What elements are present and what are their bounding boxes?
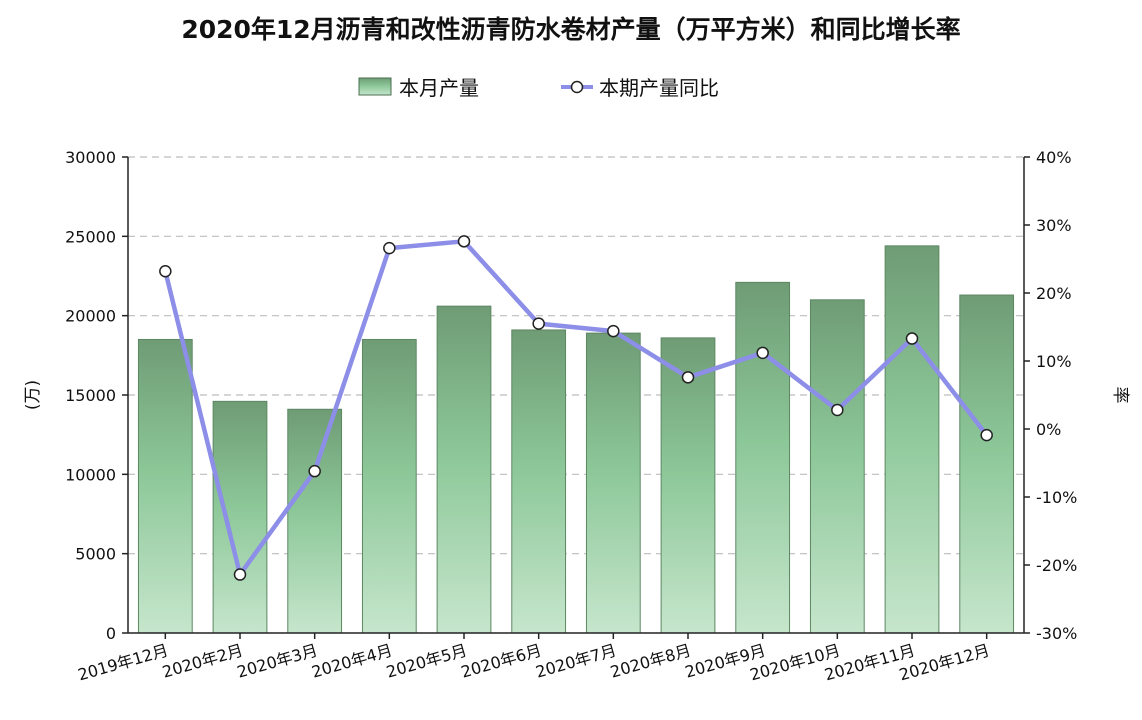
gridlines bbox=[128, 156, 1024, 555]
left-tick-label: 10000 bbox=[65, 465, 116, 484]
yoy-point-2 bbox=[233, 568, 247, 581]
axes bbox=[122, 156, 1030, 639]
right-tick-label: -10% bbox=[1036, 488, 1077, 507]
right-tick-label: 20% bbox=[1036, 284, 1072, 303]
bar-6 bbox=[511, 329, 567, 634]
yoy-point-10 bbox=[831, 403, 844, 417]
right-tick-label: 10% bbox=[1036, 352, 1072, 371]
yoy-point-11 bbox=[905, 332, 919, 345]
yoy-point-9 bbox=[756, 346, 769, 360]
yoy-point-6 bbox=[532, 317, 545, 330]
x-tick-label: 2020年5月 bbox=[384, 641, 469, 682]
bar-7 bbox=[585, 332, 641, 634]
yoy-polyline bbox=[163, 239, 989, 577]
left-tick-label: 20000 bbox=[65, 307, 116, 326]
right-axis-unit-label: 率 bbox=[1110, 387, 1130, 404]
right-tick-label: 0% bbox=[1036, 420, 1061, 439]
legend-line-label: 本期产量同比 bbox=[599, 76, 719, 100]
yoy-point-8 bbox=[681, 371, 695, 384]
x-tick-label: 2020年3月 bbox=[235, 641, 320, 682]
left-tick-label: 5000 bbox=[75, 545, 116, 564]
bar-1 bbox=[137, 338, 193, 634]
x-tick-label: 2020年7月 bbox=[534, 641, 619, 682]
bar-2 bbox=[212, 400, 268, 634]
yoy-point-1 bbox=[159, 264, 172, 278]
x-tick-label: 2019年12月 bbox=[76, 641, 171, 685]
right-tick-label: 30% bbox=[1036, 216, 1072, 235]
yoy-point-12 bbox=[980, 428, 993, 442]
left-tick-label: 15000 bbox=[65, 386, 116, 405]
yoy-point-3 bbox=[308, 464, 321, 478]
legend-bar-swatch bbox=[358, 77, 392, 96]
x-tick-label: 2020年2月 bbox=[160, 641, 245, 682]
bar-8 bbox=[660, 337, 716, 634]
bars bbox=[137, 245, 1015, 634]
x-tick-label: 2020年6月 bbox=[459, 641, 544, 682]
bar-10 bbox=[809, 299, 865, 634]
x-tick-label: 2020年8月 bbox=[608, 641, 693, 682]
right-tick-label: -30% bbox=[1036, 624, 1077, 643]
legend: 本月产量 本期产量同比 bbox=[358, 76, 719, 100]
yoy-point-5 bbox=[457, 235, 471, 248]
left-tick-label: 25000 bbox=[65, 227, 116, 246]
yoy-line bbox=[159, 235, 993, 581]
bar-9 bbox=[735, 281, 791, 634]
right-tick-label: 40% bbox=[1036, 148, 1072, 167]
yoy-point-7 bbox=[607, 324, 620, 338]
chart-title: 2020年12月沥青和改性沥青防水卷材产量（万平方米）和同比增长率 bbox=[181, 15, 961, 44]
legend-bar-label: 本月产量 bbox=[399, 76, 479, 100]
bar-5 bbox=[436, 305, 492, 634]
left-tick-label: 0 bbox=[106, 624, 116, 643]
bar-3 bbox=[287, 408, 343, 634]
left-tick-label: 30000 bbox=[65, 148, 116, 167]
left-axis-unit-label: (万) bbox=[23, 380, 43, 410]
yoy-point-4 bbox=[383, 241, 396, 255]
right-tick-label: -20% bbox=[1036, 556, 1077, 575]
bar-12 bbox=[959, 294, 1015, 634]
legend-line-marker bbox=[570, 80, 584, 94]
x-tick-label: 2020年4月 bbox=[310, 641, 395, 682]
bar-11 bbox=[884, 245, 940, 634]
bar-4 bbox=[361, 338, 417, 634]
